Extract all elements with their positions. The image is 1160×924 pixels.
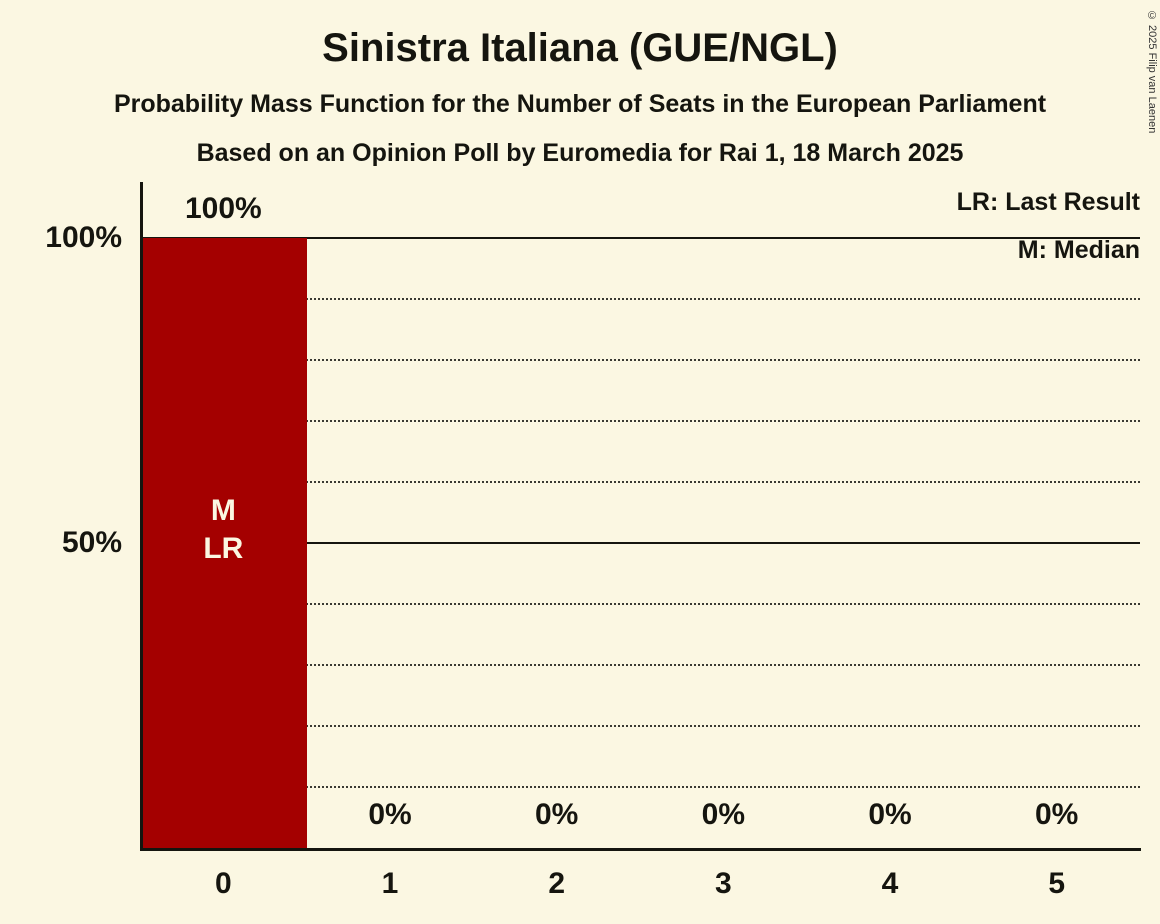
copyright-notice: © 2025 Filip van Laenen	[1146, 10, 1158, 134]
bar-value-label-3: 0%	[701, 798, 745, 831]
bar-value-label-0: 100%	[184, 192, 262, 225]
bar-value-label-4: 0%	[868, 798, 912, 831]
gridline-dotted-20	[143, 725, 1140, 727]
x-axis-label-0: 0	[214, 867, 232, 900]
legend-last-result: LR: Last Result	[956, 188, 1140, 216]
bar-value-label-5: 0%	[1034, 798, 1079, 831]
gridline-solid-50	[143, 542, 1140, 544]
legend-median: M: Median	[1017, 236, 1140, 264]
x-axis-label-1: 1	[381, 867, 399, 900]
y-axis-line	[140, 182, 143, 851]
gridline-dotted-70	[143, 420, 1140, 422]
gridline-dotted-90	[143, 298, 1140, 300]
bar-value-label-1: 0%	[368, 798, 412, 831]
x-axis-label-5: 5	[1048, 867, 1065, 900]
x-axis-label-4: 4	[881, 867, 899, 900]
gridline-dotted-30	[143, 664, 1140, 666]
median-last-result-marker: M LR	[203, 494, 244, 565]
chart-subtitle: Probability Mass Function for the Number…	[113, 90, 1047, 118]
gridline-dotted-10	[143, 786, 1140, 788]
bar-seats-0	[140, 238, 307, 848]
y-axis-label-100: 100%	[45, 221, 122, 254]
gridline-dotted-60	[143, 481, 1140, 483]
gridline-dotted-80	[143, 359, 1140, 361]
gridline-dotted-40	[143, 603, 1140, 605]
x-axis-line	[140, 848, 1141, 851]
y-axis-label-50: 50%	[61, 526, 122, 559]
bar-value-label-2: 0%	[534, 798, 579, 831]
chart-source-line: Based on an Opinion Poll by Euromedia fo…	[196, 139, 964, 167]
gridline-solid-100	[143, 237, 1140, 239]
x-axis-label-2: 2	[548, 867, 565, 900]
x-axis-label-3: 3	[714, 867, 732, 900]
chart-title: Sinistra Italiana (GUE/NGL)	[322, 26, 838, 70]
